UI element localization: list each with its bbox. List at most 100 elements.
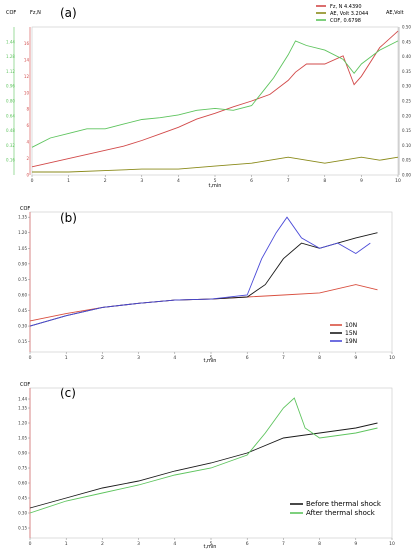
ae-tick-label-a-5: 0.25 <box>402 99 411 104</box>
cof-tick-label-a-4: 0.80 <box>6 99 15 104</box>
cof-tick-label-a-8: 1.44 <box>6 39 15 44</box>
x-tick-label-1-2: 2 <box>101 355 104 361</box>
y-tick-label-2-1: 0.30 <box>18 511 27 516</box>
series-line-a-1 <box>31 40 399 148</box>
fz-tick-label-a-8: 16 <box>24 41 30 46</box>
ae-tick-label-a-8: 0.40 <box>402 54 411 59</box>
panel-label-a: (a) <box>60 6 77 20</box>
legend-label-a-0: Fz, N 4.4390 <box>330 4 362 10</box>
x-tick-label-1-7: 7 <box>282 355 285 361</box>
y-tick-label-1-8: 1.35 <box>18 215 27 220</box>
plot-area-1 <box>29 211 393 353</box>
ae-tick-label-a-1: 0.05 <box>402 158 411 163</box>
xlabel-c: t,min <box>204 544 217 550</box>
x-tick-label-2-0: 0 <box>29 541 32 547</box>
x-tick-label-2-6: 6 <box>246 541 249 547</box>
ae-tick-label-a-9: 0.45 <box>402 39 411 44</box>
x-tick-label-0-10: 10 <box>395 178 401 184</box>
plot-area-0 <box>31 26 399 176</box>
fz-tick-label-a-5: 10 <box>24 90 30 95</box>
x-tick-label-1-3: 3 <box>137 355 140 361</box>
ylabel-c: COF <box>20 382 30 388</box>
x-tick-label-2-8: 8 <box>318 541 321 547</box>
x-tick-label-1-4: 4 <box>173 355 176 361</box>
fz-tick-label-a-2: 4 <box>26 140 29 145</box>
x-tick-label-0-9: 9 <box>360 178 363 184</box>
series-line-1-0 <box>29 284 378 322</box>
legend-label-c-0: Before thermal shock <box>306 500 382 508</box>
ae-tick-label-a-10: 0.50 <box>402 25 411 30</box>
legend-label-b-0: 10N <box>345 322 357 329</box>
x-tick-label-1-1: 1 <box>65 355 68 361</box>
ae-tick-label-a-2: 0.10 <box>402 143 411 148</box>
ae-tick-label-a-6: 0.30 <box>402 84 411 89</box>
legend-label-c-1: After thermal shock <box>306 509 376 517</box>
y-tick-label-1-5: 0.90 <box>18 261 27 266</box>
series-line-a-0 <box>31 30 399 168</box>
y-tick-label-2-7: 1.20 <box>18 421 27 426</box>
x-tick-label-0-3: 3 <box>140 178 143 184</box>
cof-tick-label-a-3: 0.64 <box>6 113 15 118</box>
x-tick-label-2-3: 3 <box>137 541 140 547</box>
y-tick-label-1-3: 0.60 <box>18 292 27 297</box>
xlabel-a: t,min <box>209 183 222 189</box>
panel-label-c: (c) <box>60 386 76 400</box>
y-tick-label-2-8: 1.35 <box>18 406 27 411</box>
cof-tick-label-a-7: 1.28 <box>6 54 15 59</box>
ylabel-fz-a: Fz,N <box>30 10 41 16</box>
ylabel-ae-a: AE,Volt <box>386 10 404 16</box>
x-tick-label-2-5: 5 <box>210 541 213 547</box>
y-tick-label-2-4: 0.75 <box>18 466 27 471</box>
x-tick-label-0-1: 1 <box>67 178 70 184</box>
x-tick-label-1-6: 6 <box>246 355 249 361</box>
legend-label-a-1: AE, Volt 3.2044 <box>330 11 368 17</box>
fz-tick-label-a-0: 0 <box>26 173 29 178</box>
ae-tick-label-a-3: 0.15 <box>402 128 411 133</box>
cof-tick-label-a-6: 1.12 <box>6 69 15 74</box>
x-tick-label-2-7: 7 <box>282 541 285 547</box>
fz-tick-label-a-4: 8 <box>26 107 29 112</box>
x-tick-label-2-9: 9 <box>354 541 357 547</box>
cof-tick-label-a-5: 0.96 <box>6 84 15 89</box>
x-tick-label-0-5: 5 <box>214 178 217 184</box>
y-tick-label-1-6: 1.05 <box>18 246 27 251</box>
y-tick-label-2-6: 1.05 <box>18 436 27 441</box>
x-tick-label-0-8: 8 <box>323 178 326 184</box>
x-tick-label-1-9: 9 <box>354 355 357 361</box>
series-line-2-1 <box>29 397 378 514</box>
cof-tick-label-a-1: 0.32 <box>6 143 15 148</box>
x-tick-label-1-8: 8 <box>318 355 321 361</box>
ylabel-cof-a: COF <box>6 10 16 16</box>
y-tick-label-2-9: 1.44 <box>18 397 27 402</box>
fz-tick-label-a-3: 6 <box>26 123 29 128</box>
x-tick-label-1-5: 5 <box>210 355 213 361</box>
x-tick-label-1-0: 0 <box>29 355 32 361</box>
cof-tick-label-a-2: 0.48 <box>6 128 15 133</box>
fz-tick-label-a-6: 12 <box>24 74 30 79</box>
fz-tick-label-a-7: 14 <box>24 57 30 62</box>
y-tick-label-2-0: 0.15 <box>18 526 27 531</box>
y-tick-label-2-3: 0.60 <box>18 481 27 486</box>
x-tick-label-0-0: 0 <box>31 178 34 184</box>
y-tick-label-1-1: 0.30 <box>18 324 27 329</box>
legend-label-b-1: 15N <box>345 330 357 337</box>
ae-tick-label-a-7: 0.35 <box>402 69 411 74</box>
series-line-1-2 <box>29 216 371 327</box>
y-tick-label-1-4: 0.75 <box>18 277 27 282</box>
ae-tick-label-a-0: 0.00 <box>402 173 411 178</box>
panel-label-b: (b) <box>60 211 77 225</box>
y-tick-label-1-7: 1.20 <box>18 230 27 235</box>
x-tick-label-2-1: 1 <box>65 541 68 547</box>
y-tick-label-2-5: 0.90 <box>18 451 27 456</box>
x-tick-label-1-10: 10 <box>389 355 395 361</box>
x-tick-label-2-4: 4 <box>173 541 176 547</box>
legend-label-a-2: COF, 0.6798 <box>330 18 361 24</box>
cof-tick-label-a-0: 0.16 <box>6 158 15 163</box>
x-tick-label-0-2: 2 <box>104 178 107 184</box>
y-tick-label-1-2: 0.45 <box>18 308 27 313</box>
x-tick-label-2-2: 2 <box>101 541 104 547</box>
x-tick-label-0-7: 7 <box>287 178 290 184</box>
series-line-a-2 <box>32 156 399 173</box>
x-tick-label-0-6: 6 <box>250 178 253 184</box>
